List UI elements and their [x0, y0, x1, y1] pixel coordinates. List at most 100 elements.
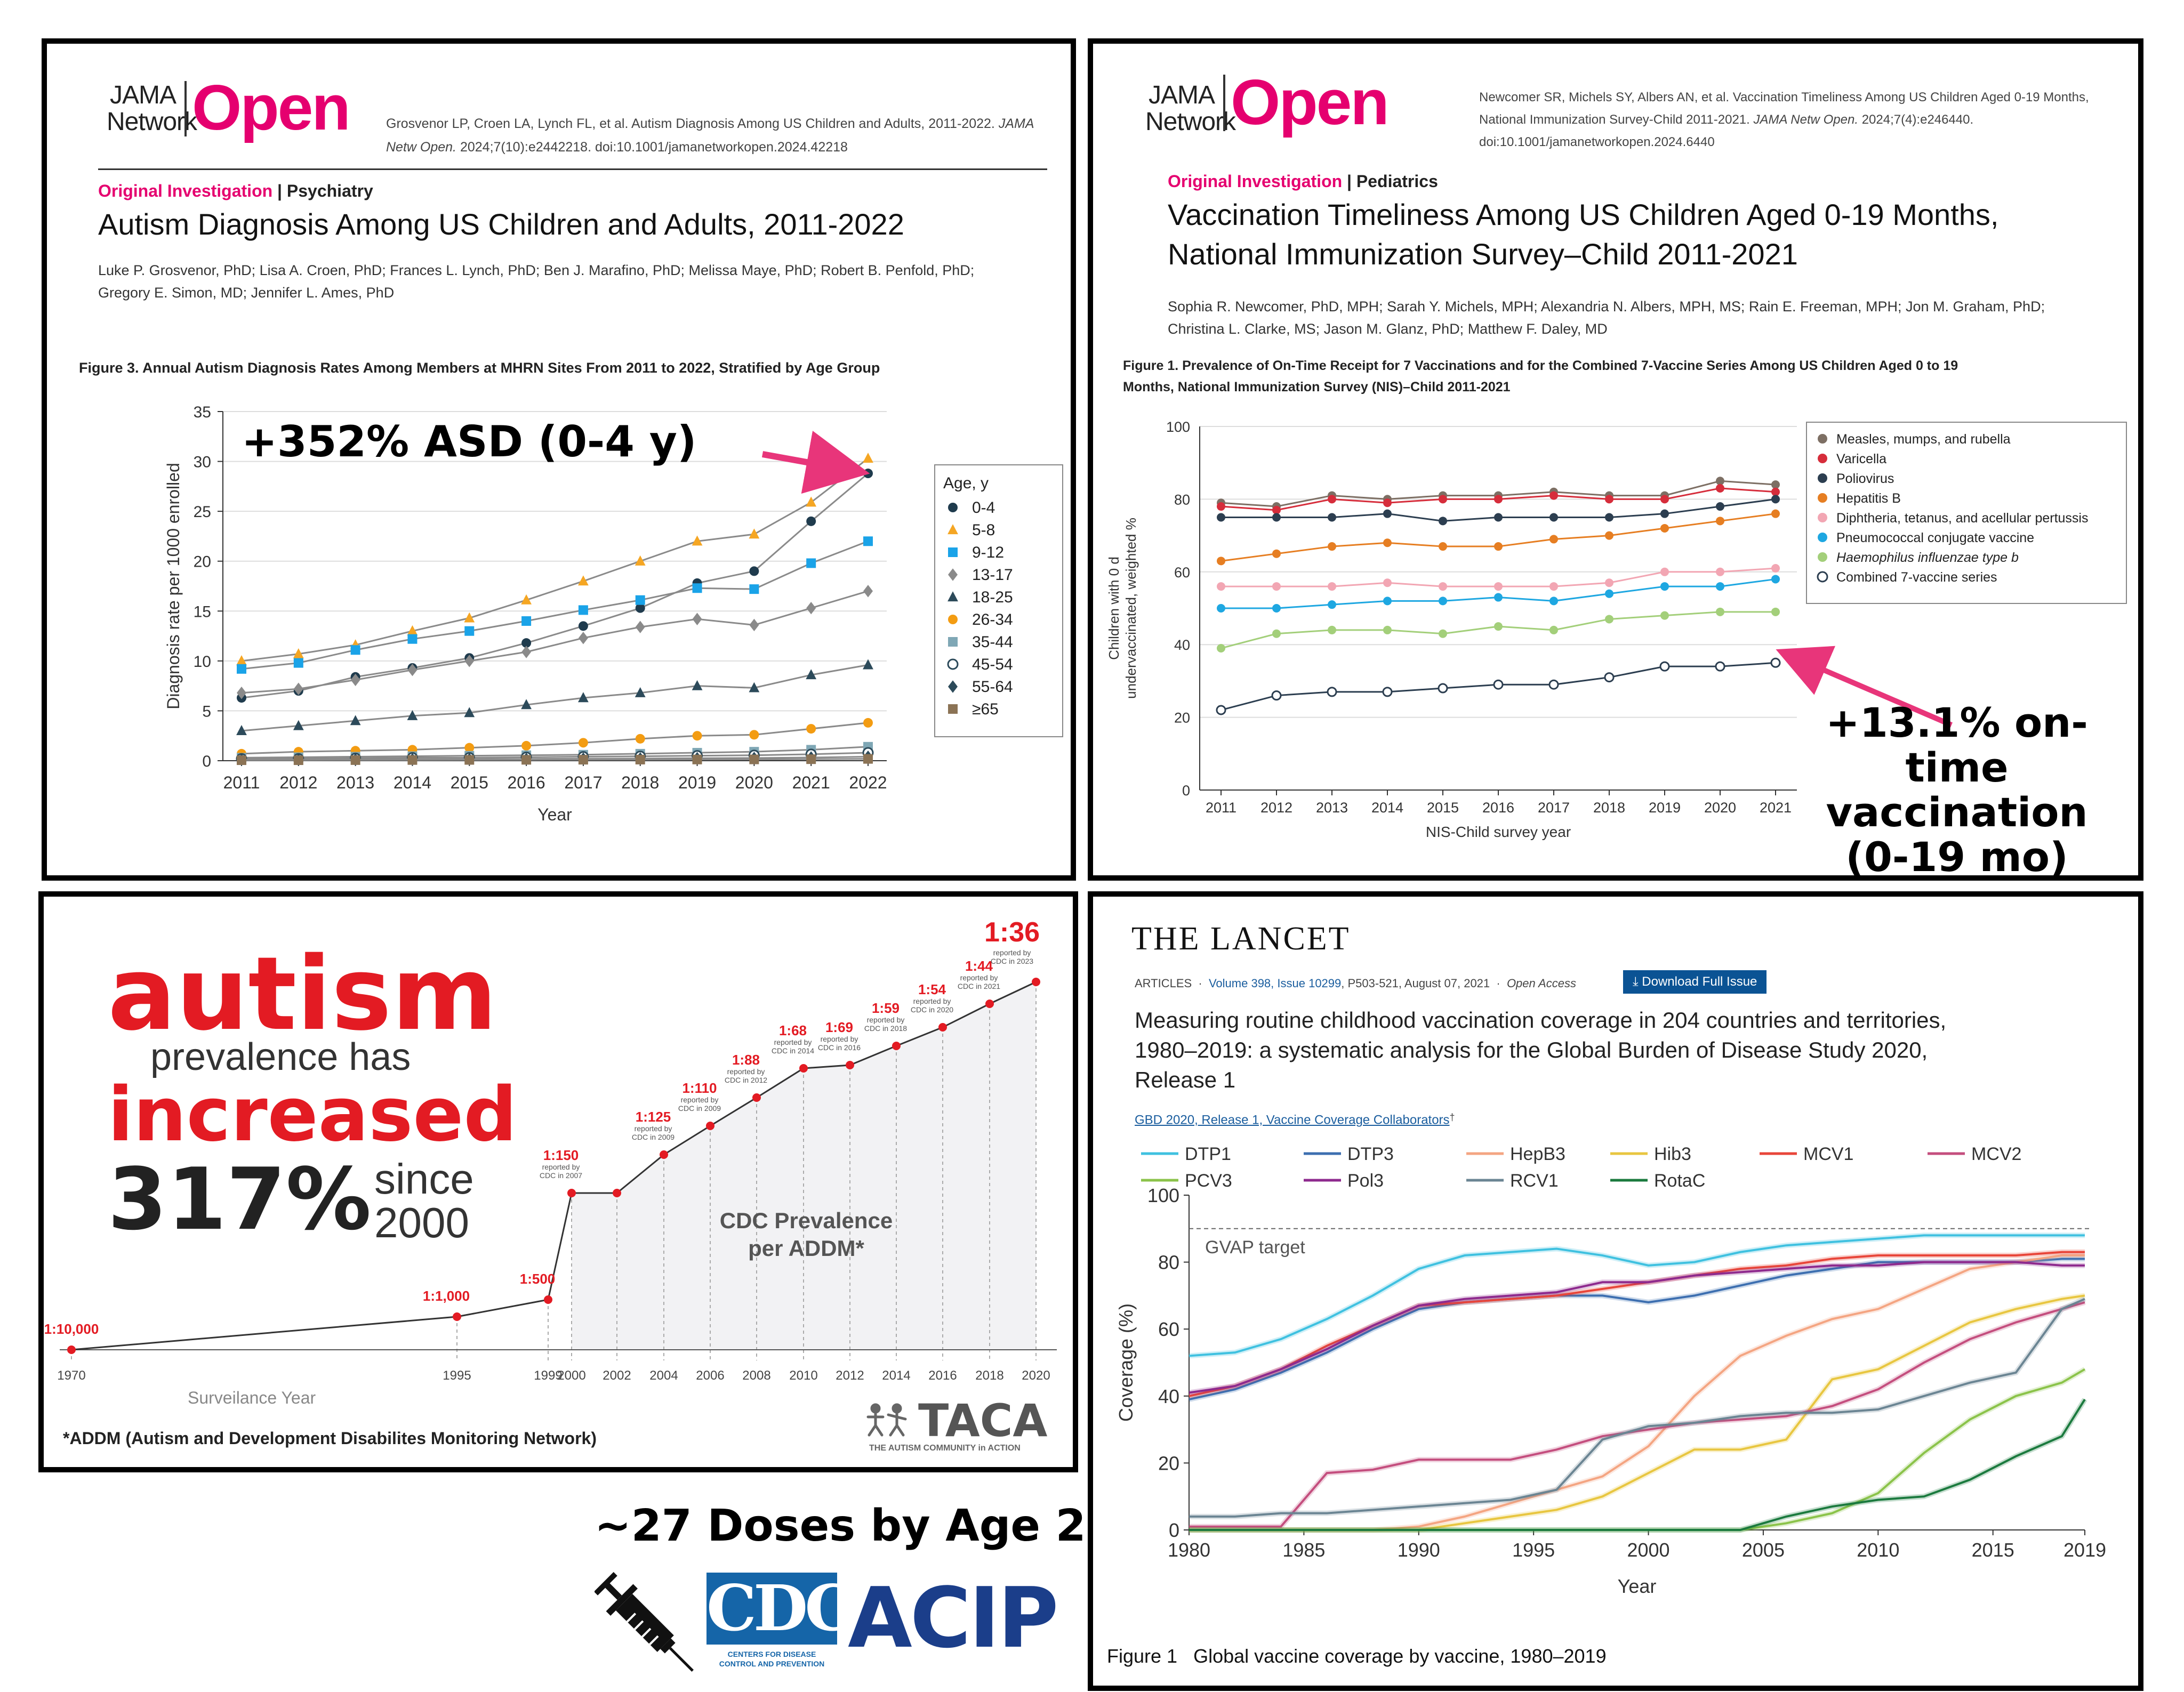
- x-tick-label: 2000: [1627, 1539, 1669, 1561]
- data-point: [1771, 487, 1780, 496]
- lancet-meta: ARTICLES · Volume 398, Issue 10299, P503…: [1135, 977, 1576, 990]
- prevalence-label: 1:10,000: [44, 1321, 99, 1337]
- headline-increased: increased: [108, 1071, 517, 1158]
- legend-marker: [948, 680, 958, 693]
- headline-2000: 2000: [374, 1199, 469, 1246]
- y-tick-label: 0: [1182, 783, 1190, 799]
- annotation-arrow: [1776, 646, 1953, 728]
- cdc-logo: CDC CENTERS FOR DISEASE CONTROL AND PREV…: [706, 1573, 855, 1674]
- prevalence-note-line2: CDC in 2009: [632, 1133, 675, 1141]
- x-axis-label: Year: [537, 805, 572, 824]
- data-point: [749, 682, 760, 692]
- prevalence-note-line1: reported by: [727, 1067, 765, 1076]
- data-point: [1217, 582, 1225, 591]
- legend-label: 9-12: [972, 544, 1004, 561]
- data-point: [237, 755, 246, 766]
- data-point: [692, 583, 702, 593]
- section-topic: Pediatrics: [1356, 172, 1438, 191]
- legend-marker: [948, 547, 958, 557]
- series-band: [1188, 1249, 2085, 1399]
- data-point: [464, 626, 475, 636]
- data-point: [1272, 549, 1281, 558]
- download-full-issue-button[interactable]: ⤓ Download Full Issue: [1623, 970, 1767, 994]
- data-point: [578, 621, 588, 631]
- paper-title: Vaccination Timeliness Among US Children…: [1168, 195, 1998, 274]
- legend-marker: [1818, 552, 1827, 562]
- legend-label: Haemophilus influenzae type b: [1836, 550, 2019, 565]
- logo-jama: JAMA: [109, 81, 176, 109]
- data-point: [1382, 687, 1393, 697]
- series-Hib3: [1189, 1293, 2085, 1533]
- data-point: [1605, 531, 1613, 540]
- prevalence-point: [660, 1150, 668, 1159]
- x-tick-label: 1970: [57, 1368, 85, 1383]
- title-line1: Vaccination Timeliness Among US Children…: [1168, 198, 1999, 231]
- series-Pol3: [1189, 1259, 2085, 1396]
- data-point: [236, 655, 247, 665]
- legend-marker: [948, 568, 958, 581]
- x-tick-label: 2019: [1649, 800, 1681, 816]
- data-point: [863, 585, 873, 598]
- prevalence-point: [544, 1295, 552, 1304]
- data-point: [1660, 523, 1669, 533]
- panel-jama-vaccination: JAMA Network Open Newcomer SR, Michels S…: [1088, 38, 2143, 881]
- legend-marker: [948, 591, 958, 602]
- x-tick-label: 1990: [1398, 1539, 1440, 1561]
- x-tick-label: 2018: [621, 773, 659, 792]
- data-point: [1605, 578, 1613, 587]
- data-point: [692, 680, 703, 690]
- logo-divider: [1223, 75, 1225, 131]
- figure-caption-label: Figure 1: [1107, 1645, 1178, 1667]
- legend-marker: [948, 704, 958, 714]
- data-point: [1383, 538, 1392, 547]
- data-point: [521, 699, 532, 710]
- data-point: [293, 682, 303, 695]
- y-tick-label: 40: [1158, 1385, 1179, 1407]
- prevalence-label: 1:69: [825, 1019, 853, 1035]
- legend-label: 26-34: [972, 611, 1013, 629]
- data-point: [1438, 683, 1448, 694]
- lancet-article-title: Measuring routine childhood vaccination …: [1135, 1005, 1946, 1095]
- citation-line2: National Immunization Survey-Child 2011-…: [1479, 112, 1750, 127]
- x-tick-label: 2013: [1316, 800, 1348, 816]
- y-tick-label: 10: [194, 653, 211, 671]
- data-point: [863, 536, 873, 546]
- data-point: [1272, 582, 1281, 591]
- article-title-line3: Release 1: [1135, 1067, 1236, 1092]
- prevalence-note-line2: CDC in 2023: [991, 957, 1033, 965]
- legend-label: Varicella: [1836, 452, 1886, 466]
- data-point: [236, 725, 247, 735]
- data-point: [1383, 509, 1392, 518]
- legend-label: 18-25: [972, 589, 1013, 606]
- x-axis-label: Year: [1618, 1575, 1657, 1597]
- collaborators-link[interactable]: GBD 2020, Release 1, Vaccine Coverage Co…: [1135, 1113, 1450, 1127]
- meta-volume-link[interactable]: Volume 398, Issue 10299: [1208, 977, 1342, 990]
- data-point: [464, 655, 475, 667]
- authors-line2: Gregory E. Simon, MD; Jennifer L. Ames, …: [98, 285, 395, 301]
- legend-label: DTP3: [1347, 1144, 1394, 1164]
- prevalence-note-line1: reported by: [774, 1038, 812, 1046]
- legend-box: [1806, 422, 2127, 604]
- x-tick-label: 2011: [223, 773, 260, 792]
- data-point: [1549, 625, 1558, 634]
- legend-label: 55-64: [972, 678, 1013, 696]
- legend-label: Pol3: [1347, 1171, 1384, 1191]
- citation-doi: doi:10.1001/jamanetworkopen.2024.6440: [1479, 135, 1715, 149]
- data-point: [1660, 567, 1669, 576]
- data-point: [692, 535, 703, 546]
- prevalence-point: [846, 1061, 854, 1069]
- vaccination-line-chart: 0 20 40 60 80 100 2011 2012 2013 2014 2015 2016 2017…: [1106, 419, 2127, 840]
- logo-divider: [184, 81, 187, 136]
- x-tick-label: 2002: [603, 1368, 631, 1383]
- x-tick-label: 2014: [1371, 800, 1403, 816]
- x-tick-label: 2020: [1022, 1368, 1050, 1383]
- figure-caption: Figure 3. Annual Autism Diagnosis Rates …: [79, 360, 880, 376]
- series-RotaC: [1189, 1398, 2087, 1533]
- data-point: [578, 738, 588, 748]
- prevalence-label: 1:68: [779, 1022, 807, 1038]
- data-point: [1328, 582, 1336, 591]
- headline-prevalence: prevalence has: [150, 1036, 411, 1078]
- data-point: [1383, 578, 1392, 587]
- prevalence-note-line1: reported by: [867, 1016, 905, 1024]
